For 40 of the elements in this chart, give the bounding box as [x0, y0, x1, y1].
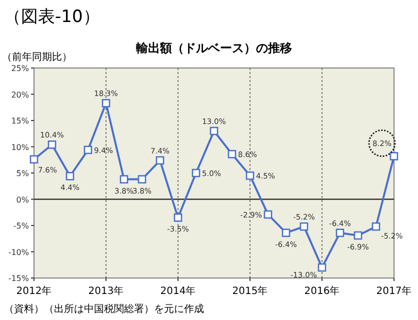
y-tick-label: -5%: [13, 222, 30, 230]
x-tick-label: 2016年: [304, 285, 340, 297]
point: [318, 263, 326, 272]
y-tick-label: 15%: [11, 116, 30, 126]
point: [336, 228, 344, 237]
y-axis-title: （前年同期比）: [2, 51, 72, 63]
point: [300, 222, 308, 231]
point: [192, 168, 200, 178]
point: [174, 213, 182, 222]
chart-title: （図表-10）: [4, 7, 100, 27]
point: [156, 156, 164, 165]
text: （資料）（出所は中国税関総署）を元に作成: [4, 303, 204, 315]
point: [354, 231, 362, 240]
y-tick-label: 0%: [16, 195, 30, 204]
point: [102, 99, 110, 108]
point: [372, 222, 380, 231]
y-tick-label: 25%: [11, 64, 30, 73]
point: [210, 126, 218, 136]
x-tick-label: 2014年: [160, 285, 196, 297]
point: [246, 171, 254, 180]
y-tick-label: -10%: [8, 248, 30, 257]
point: [390, 152, 398, 160]
x-tick-label: 2015年: [232, 285, 268, 297]
chart-subtitle: 輸出額（ドルベース）の推移: [135, 41, 292, 55]
y-tick-label: 20%: [11, 90, 30, 100]
point: [228, 150, 236, 158]
point: [264, 210, 272, 219]
point: [282, 228, 290, 237]
point: [120, 175, 128, 184]
y-tick-label: 5%: [16, 169, 30, 178]
x-tick-label: 2012年: [16, 285, 52, 297]
point: [66, 172, 74, 180]
point: [48, 140, 56, 149]
y-tick-label: -15%: [8, 274, 30, 283]
point: [84, 146, 92, 154]
point: [30, 155, 38, 164]
x-tick-label: 2013年: [88, 285, 124, 297]
point: [138, 175, 146, 184]
y-tick-label: 10%: [11, 142, 30, 152]
x-tick-label: 2017年: [376, 285, 412, 297]
